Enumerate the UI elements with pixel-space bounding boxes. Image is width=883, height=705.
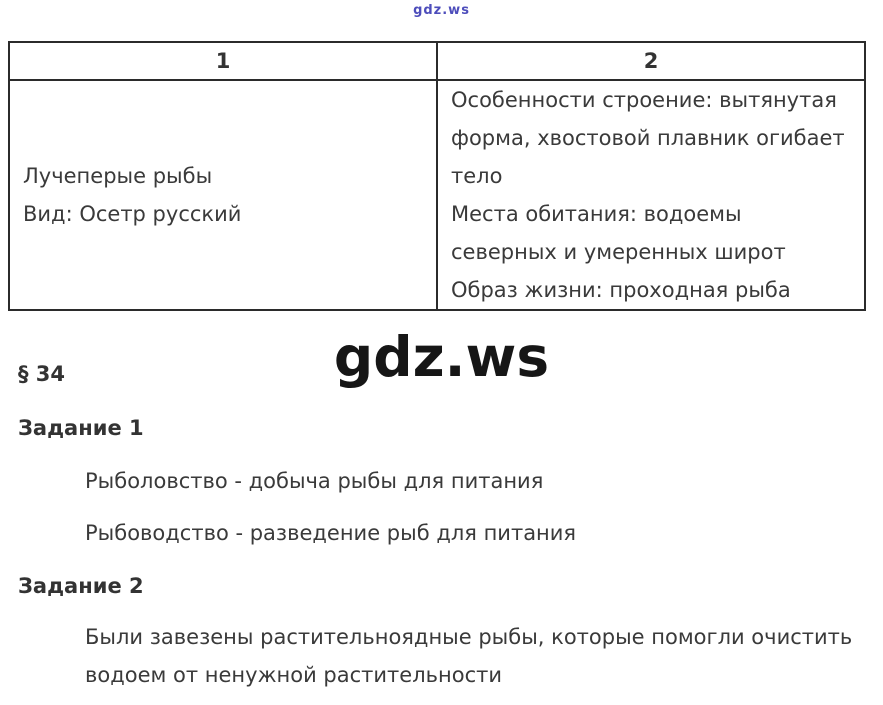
fish-description-cell: Особенности строение: вытянутая форма, х… xyxy=(436,79,866,311)
fish-habitat-text: Места обитания: водоемы северных и умере… xyxy=(451,202,786,264)
table-row: Лучеперые рыбы Вид: Осетр русский Особен… xyxy=(8,79,866,311)
paragraph-reference: § 34 xyxy=(18,362,66,386)
table-header-col1: 1 xyxy=(8,41,438,81)
fish-structure-text: Особенности строение: вытянутая форма, х… xyxy=(451,88,845,188)
table-header-col2: 2 xyxy=(436,41,866,81)
center-watermark: gdz.ws xyxy=(333,325,550,389)
fish-class-line: Лучеперые рыбы xyxy=(23,164,213,188)
task1-answer-line1: Рыболовство - добыча рыбы для питания xyxy=(85,469,544,493)
comparison-table: 1 2 Лучеперые рыбы Вид: Осетр русский Ос… xyxy=(8,41,866,311)
task1-answer-line2: Рыбоводство - разведение рыб для питания xyxy=(85,521,577,545)
fish-class-cell: Лучеперые рыбы Вид: Осетр русский xyxy=(8,79,438,311)
task2-heading: Задание 2 xyxy=(18,574,144,598)
table-header-row: 1 2 xyxy=(8,41,866,81)
fish-species-line: Вид: Осетр русский xyxy=(23,202,242,226)
top-watermark: gdz.ws xyxy=(413,3,470,18)
task2-answer-text: Были завезены растительноядные рыбы, кот… xyxy=(85,625,853,687)
fish-lifestyle-text: Образ жизни: проходная рыба xyxy=(451,278,791,302)
task1-heading: Задание 1 xyxy=(18,416,144,440)
